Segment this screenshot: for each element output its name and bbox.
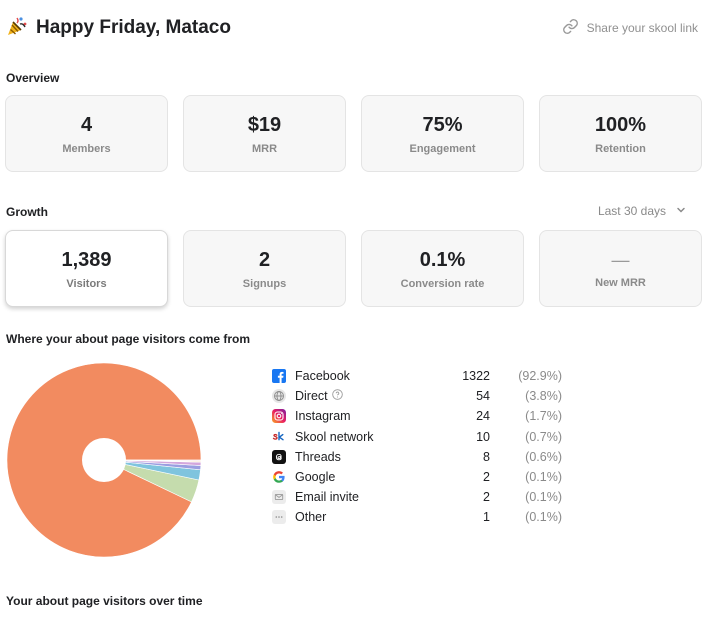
source-name: Google bbox=[295, 470, 336, 485]
email-icon bbox=[272, 490, 286, 505]
sources-title: Where your about page visitors come from bbox=[6, 332, 251, 346]
threads-icon bbox=[272, 449, 286, 464]
sources-legend: Facebook 1322 (92.9%) Direct 54 (3.8%) I… bbox=[272, 366, 562, 528]
source-count: 2 bbox=[483, 490, 490, 505]
more-icon bbox=[272, 510, 286, 525]
share-link-label: Share your skool link bbox=[586, 21, 698, 35]
source-name-with-info: Direct bbox=[295, 389, 343, 403]
members-card: 4 Members bbox=[5, 95, 168, 172]
source-name: Threads bbox=[295, 449, 341, 464]
link-icon bbox=[562, 18, 579, 38]
greeting: Happy Friday, Mataco bbox=[6, 15, 231, 42]
source-percent: (1.7%) bbox=[525, 409, 562, 424]
engagement-value: 75% bbox=[422, 113, 463, 136]
source-percent: (0.7%) bbox=[525, 429, 562, 444]
mrr-value: $19 bbox=[247, 113, 282, 136]
source-count: 1322 bbox=[462, 369, 490, 384]
source-name: Skool network bbox=[295, 429, 374, 444]
source-count: 24 bbox=[476, 409, 490, 424]
source-name: Facebook bbox=[295, 369, 350, 384]
source-count: 1 bbox=[483, 510, 490, 525]
members-label: Members bbox=[62, 142, 111, 155]
globe-icon bbox=[272, 389, 286, 404]
source-row-other: Other 1 (0.1%) bbox=[272, 507, 562, 527]
date-range-select[interactable]: Last 30 days bbox=[598, 204, 686, 218]
conversion-label: Conversion rate bbox=[400, 277, 485, 290]
members-value: 4 bbox=[80, 113, 93, 136]
share-link-button[interactable]: Share your skool link bbox=[562, 18, 698, 38]
source-percent: (0.6%) bbox=[525, 449, 562, 464]
source-row-instagram: Instagram 24 (1.7%) bbox=[272, 406, 562, 426]
visitors-value: 1,389 bbox=[61, 248, 112, 271]
source-count: 10 bbox=[476, 429, 490, 444]
retention-value: 100% bbox=[594, 113, 647, 136]
engagement-card: 75% Engagement bbox=[361, 95, 524, 172]
signups-value: 2 bbox=[258, 248, 271, 271]
engagement-label: Engagement bbox=[409, 142, 476, 155]
overview-cards: 4 Members $19 MRR 75% Engagement 100% Re… bbox=[5, 95, 702, 172]
conversion-card[interactable]: 0.1% Conversion rate bbox=[361, 230, 524, 307]
pie-center-hole bbox=[82, 438, 126, 482]
source-name: Direct bbox=[295, 389, 328, 404]
mrr-label: MRR bbox=[251, 142, 278, 155]
facebook-icon bbox=[272, 369, 286, 384]
source-row-facebook: Facebook 1322 (92.9%) bbox=[272, 366, 562, 386]
mrr-card: $19 MRR bbox=[183, 95, 346, 172]
skool-icon bbox=[272, 430, 286, 444]
source-row-email: Email invite 2 (0.1%) bbox=[272, 487, 562, 507]
new-mrr-value: — bbox=[611, 249, 630, 270]
source-row-skool: Skool network 10 (0.7%) bbox=[272, 427, 562, 447]
over-time-title: Your about page visitors over time bbox=[6, 594, 203, 608]
visitors-card[interactable]: 1,389 Visitors bbox=[5, 230, 168, 307]
party-popper-icon bbox=[6, 15, 28, 42]
growth-cards: 1,389 Visitors 2 Signups 0.1% Conversion… bbox=[5, 230, 702, 307]
growth-label: Growth bbox=[6, 205, 48, 219]
source-count: 2 bbox=[483, 470, 490, 485]
retention-label: Retention bbox=[595, 142, 646, 155]
new-mrr-label: New MRR bbox=[595, 276, 646, 289]
source-row-direct: Direct 54 (3.8%) bbox=[272, 386, 562, 406]
source-percent: (3.8%) bbox=[525, 389, 562, 404]
source-count: 8 bbox=[483, 449, 490, 464]
info-icon[interactable] bbox=[331, 389, 343, 403]
source-name: Email invite bbox=[295, 490, 359, 505]
source-percent: (0.1%) bbox=[525, 470, 562, 485]
signups-label: Signups bbox=[242, 277, 287, 290]
source-row-google: Google 2 (0.1%) bbox=[272, 467, 562, 487]
sources-pie-chart bbox=[6, 362, 202, 558]
source-name: Instagram bbox=[295, 409, 351, 424]
retention-card: 100% Retention bbox=[539, 95, 702, 172]
instagram-icon bbox=[272, 409, 286, 424]
date-range-label: Last 30 days bbox=[597, 204, 666, 218]
visitors-label: Visitors bbox=[66, 277, 107, 290]
new-mrr-card[interactable]: — New MRR bbox=[539, 230, 702, 307]
google-icon bbox=[272, 470, 286, 484]
source-count: 54 bbox=[476, 389, 490, 404]
source-percent: (0.1%) bbox=[525, 490, 562, 505]
page-title: Happy Friday, Mataco bbox=[36, 17, 231, 38]
source-row-threads: Threads 8 (0.6%) bbox=[272, 447, 562, 467]
overview-label: Overview bbox=[6, 71, 60, 85]
source-percent: (0.1%) bbox=[525, 510, 562, 525]
conversion-value: 0.1% bbox=[419, 248, 466, 271]
source-name: Other bbox=[295, 510, 327, 525]
source-percent: (92.9%) bbox=[518, 369, 562, 384]
header: Happy Friday, Mataco Share your skool li… bbox=[6, 14, 698, 42]
signups-card[interactable]: 2 Signups bbox=[183, 230, 346, 307]
chevron-down-icon bbox=[676, 204, 686, 218]
